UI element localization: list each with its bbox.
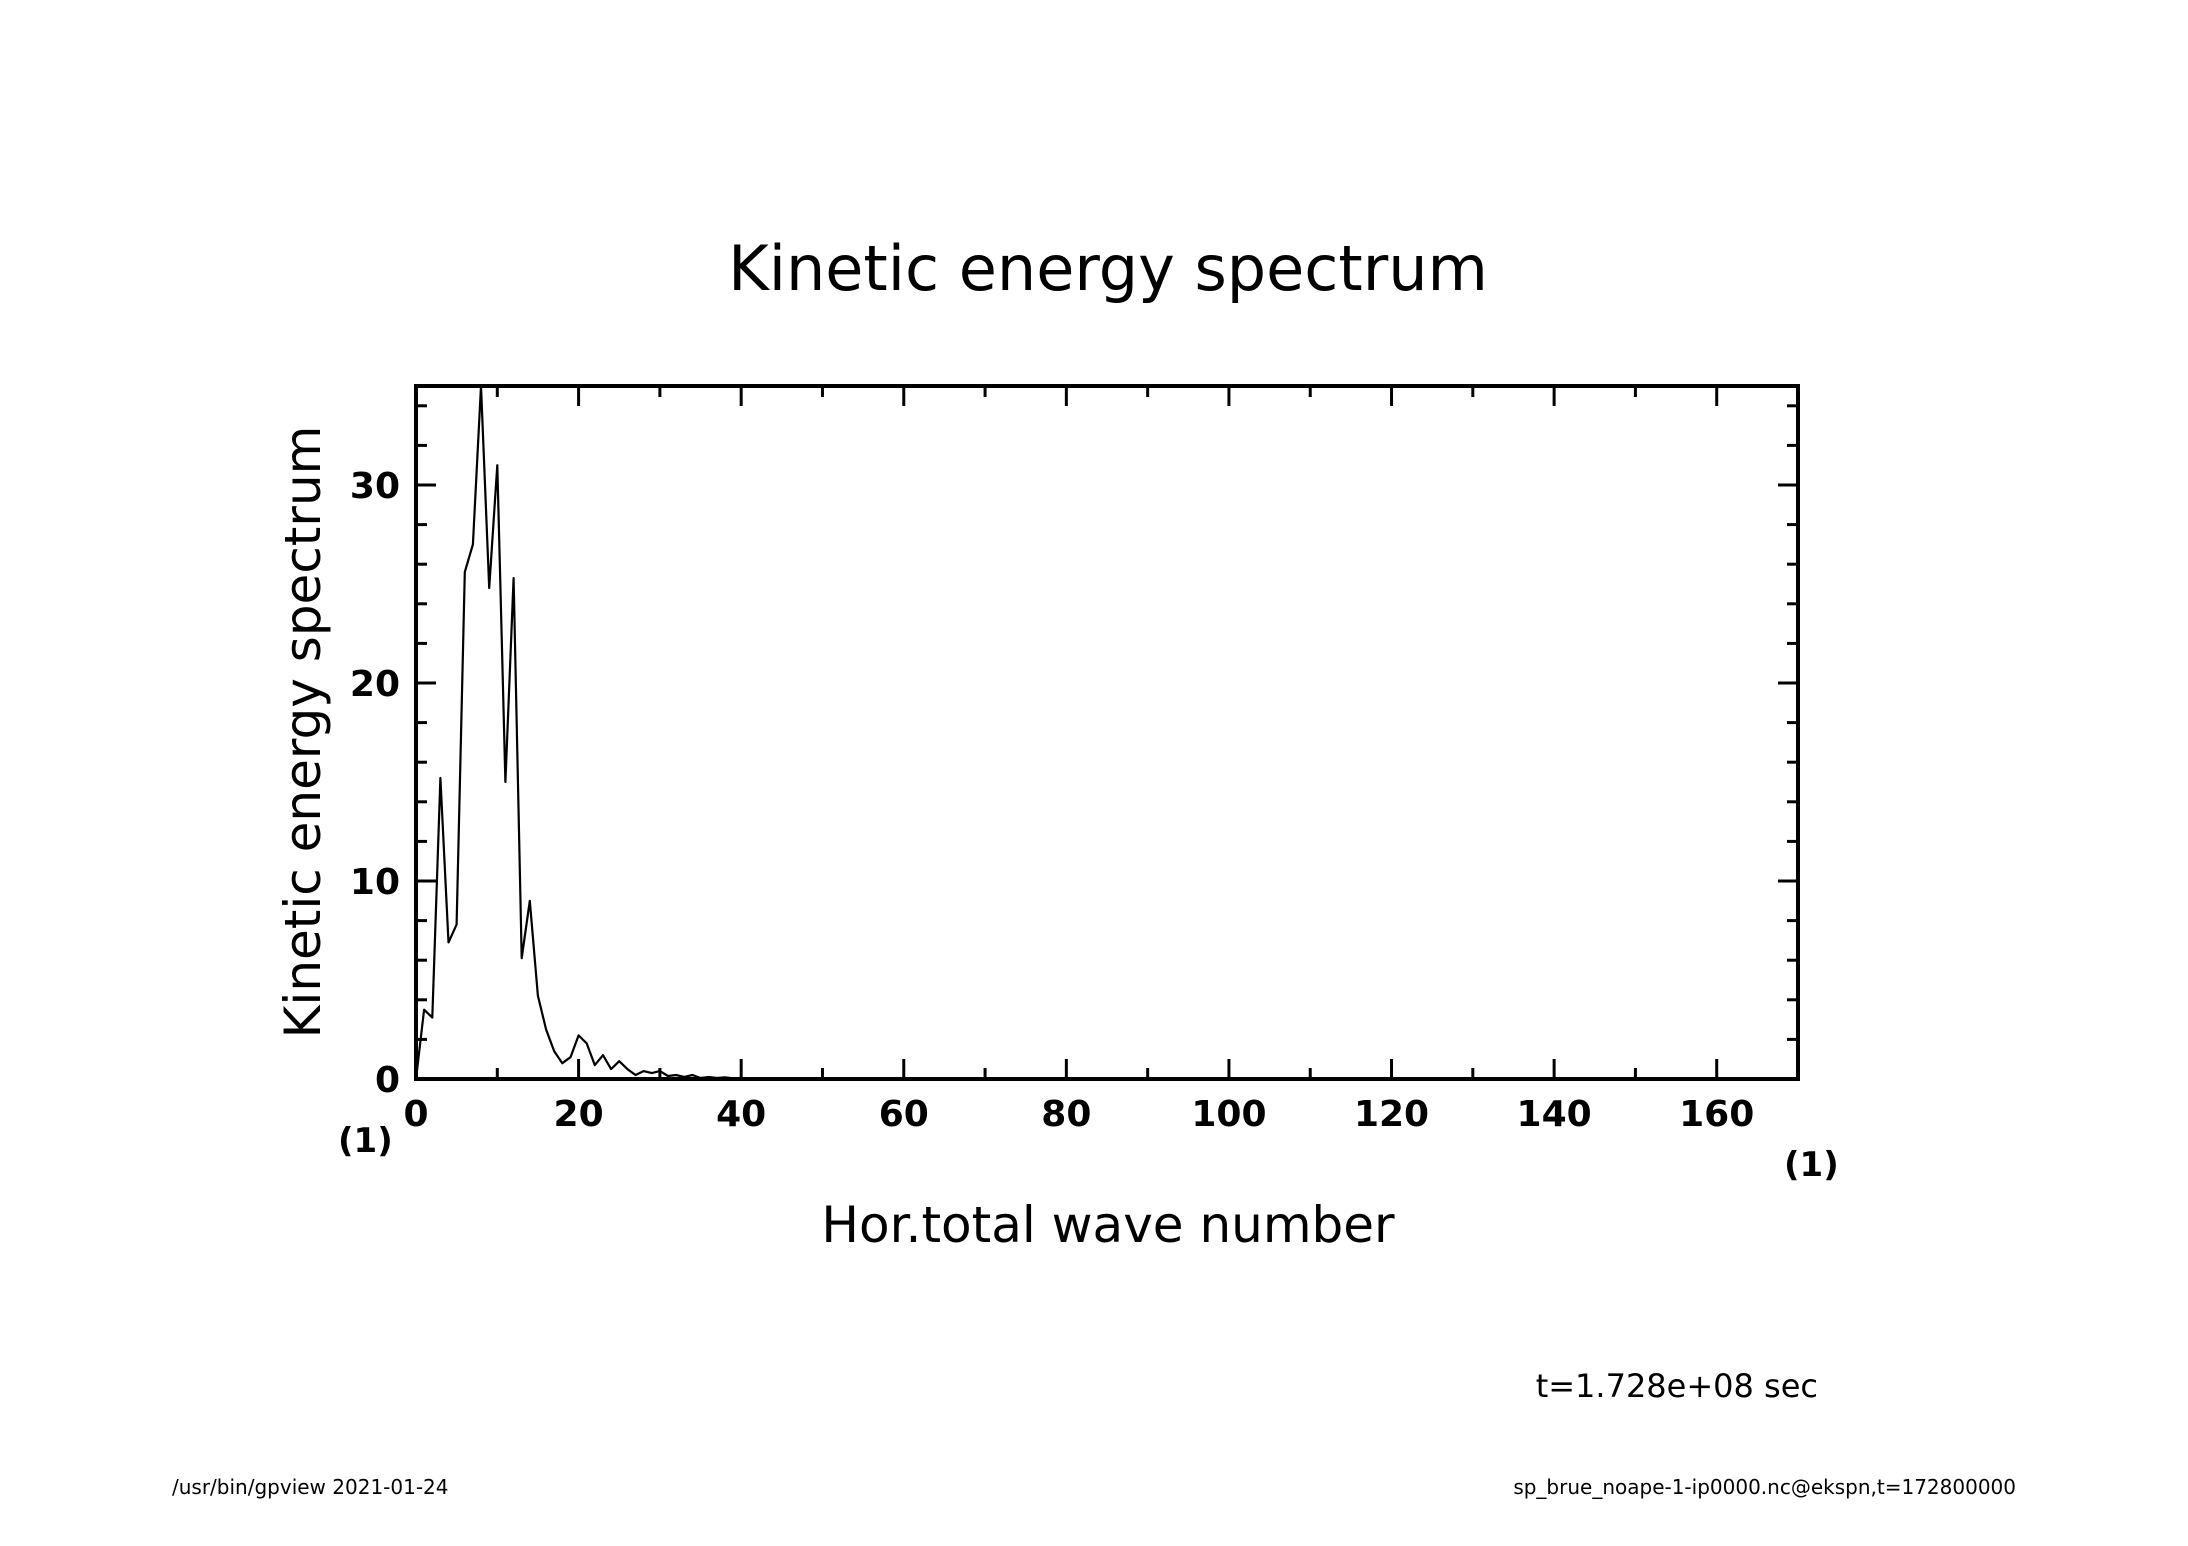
x-tick-label: 0 bbox=[403, 1094, 428, 1135]
y-tick-label: 20 bbox=[350, 664, 400, 705]
x-tick-labels: 0 20 40 60 80 100 120 140 160 bbox=[403, 1094, 1754, 1135]
x-tick-label: 140 bbox=[1517, 1094, 1592, 1135]
footer-left: /usr/bin/gpview 2021-01-24 bbox=[172, 1475, 449, 1499]
y-unit-label: (1) bbox=[1784, 1145, 1839, 1185]
chart-title: Kinetic energy spectrum bbox=[728, 232, 1488, 305]
x-unit-label: (1) bbox=[338, 1121, 393, 1161]
y-tick-label: 0 bbox=[375, 1060, 400, 1101]
x-tick-label: 60 bbox=[879, 1094, 929, 1135]
plot-frame bbox=[414, 384, 1800, 1081]
axis-ticks bbox=[416, 386, 1798, 1079]
y-tick-label: 30 bbox=[350, 466, 400, 507]
x-tick-label: 80 bbox=[1041, 1094, 1091, 1135]
x-tick-label: 160 bbox=[1679, 1094, 1754, 1135]
x-tick-label: 20 bbox=[554, 1094, 604, 1135]
time-label: t=1.728e+08 sec bbox=[1536, 1367, 1818, 1405]
series-line bbox=[414, 384, 1798, 1081]
y-tick-label: 10 bbox=[350, 862, 400, 903]
footer-right: sp_brue_noape-1-ip0000.nc@ekspn,t=172800… bbox=[1513, 1475, 2016, 1499]
x-tick-label: 120 bbox=[1354, 1094, 1429, 1135]
x-axis-label: Hor.total wave number bbox=[821, 1196, 1395, 1254]
x-tick-label: 100 bbox=[1191, 1094, 1266, 1135]
y-tick-labels: 0 10 20 30 bbox=[350, 466, 400, 1101]
y-axis-label: Kinetic energy spectrum bbox=[274, 426, 332, 1039]
x-tick-label: 40 bbox=[716, 1094, 766, 1135]
